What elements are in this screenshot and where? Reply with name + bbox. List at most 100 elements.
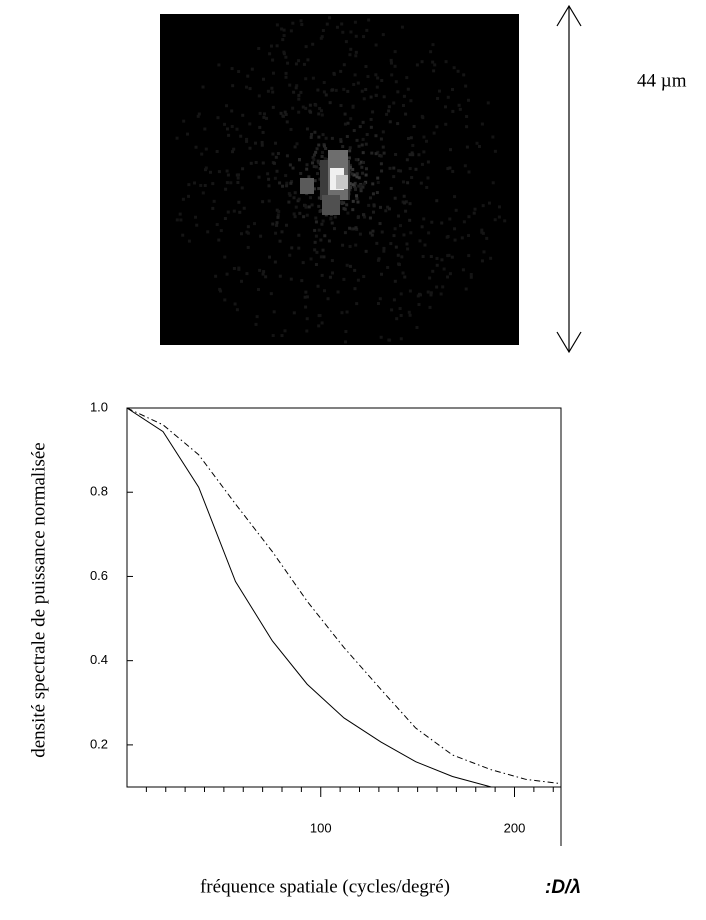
speckle	[244, 85, 248, 89]
speckle	[225, 169, 229, 173]
speckle	[460, 236, 464, 240]
speckle	[405, 158, 409, 162]
speckle	[223, 298, 227, 302]
speckle	[241, 167, 245, 171]
speckle	[351, 104, 355, 108]
speckle	[453, 195, 457, 199]
speckle	[264, 275, 268, 279]
speckle	[385, 112, 389, 116]
speckle	[316, 172, 320, 176]
speckle	[388, 338, 392, 342]
speckle	[353, 181, 357, 185]
speckle	[371, 210, 375, 214]
speckle	[284, 55, 288, 59]
speckle	[285, 154, 289, 158]
speckle	[352, 173, 356, 177]
speckle	[457, 103, 461, 107]
speckle	[422, 135, 426, 139]
speckle	[349, 117, 353, 121]
speckle	[364, 180, 368, 184]
speckle	[358, 125, 362, 129]
speckle	[465, 125, 469, 129]
speckle	[312, 158, 316, 162]
speckle	[309, 196, 313, 200]
speckle	[402, 94, 406, 98]
speckle	[364, 87, 368, 91]
speckle	[311, 155, 315, 159]
speckle	[344, 40, 348, 44]
speckle	[275, 223, 279, 227]
speckle	[351, 183, 355, 187]
speckle	[429, 291, 433, 295]
speckle	[416, 294, 420, 298]
speckle	[352, 82, 356, 86]
speckle	[320, 222, 324, 226]
speckle	[223, 217, 227, 221]
speckle	[491, 135, 495, 139]
speckle	[239, 232, 243, 236]
speckle	[360, 165, 364, 169]
speckle	[399, 292, 403, 296]
speckle	[343, 122, 347, 126]
speckle	[454, 208, 458, 212]
speckle	[339, 139, 343, 143]
speckle	[305, 163, 309, 167]
speckle	[362, 97, 366, 101]
speckle	[280, 230, 284, 234]
speckle	[270, 86, 274, 90]
speckle	[396, 253, 400, 257]
speckle	[353, 287, 357, 291]
speckle	[426, 176, 430, 180]
speckle	[197, 112, 201, 116]
speckle	[344, 340, 348, 344]
speckle	[345, 203, 349, 207]
speckle	[368, 196, 372, 200]
speckle	[276, 215, 280, 219]
speckle	[326, 297, 330, 301]
speckle	[419, 181, 423, 185]
speckle	[215, 150, 219, 154]
speckle	[376, 302, 380, 306]
speckle	[432, 69, 436, 73]
speckle	[349, 186, 353, 190]
speckle	[427, 231, 431, 235]
speckle	[299, 90, 303, 94]
speckle	[181, 233, 185, 237]
speckle	[354, 50, 358, 54]
speckle	[314, 234, 318, 238]
speckle	[272, 310, 276, 314]
speckle	[283, 329, 287, 333]
speckle	[376, 258, 380, 262]
speckle	[387, 207, 391, 211]
speckle	[348, 163, 352, 167]
speckle	[291, 21, 295, 25]
arrow-head	[556, 4, 582, 27]
speckle	[426, 160, 430, 164]
speckle	[331, 88, 335, 92]
speckle	[469, 275, 473, 279]
speckle	[480, 228, 484, 232]
speckle	[310, 132, 314, 136]
speckle	[452, 66, 456, 70]
speckle	[175, 218, 179, 222]
speckle	[276, 213, 280, 217]
speckle	[503, 219, 507, 223]
speckle	[195, 223, 199, 227]
speckle	[363, 215, 367, 219]
speckle	[356, 215, 360, 219]
speckle	[448, 217, 452, 221]
speckle	[409, 99, 413, 103]
speckle	[201, 85, 205, 89]
speckle	[266, 89, 270, 93]
speckle	[226, 173, 230, 177]
speckle	[281, 38, 285, 42]
speckle	[493, 218, 497, 222]
speckle	[294, 62, 298, 66]
speckle	[187, 183, 191, 187]
speckle	[339, 69, 343, 73]
speckle	[379, 162, 383, 166]
speckle	[248, 87, 252, 91]
speckle	[403, 201, 407, 205]
speckle	[348, 244, 352, 248]
speckle	[379, 154, 383, 158]
